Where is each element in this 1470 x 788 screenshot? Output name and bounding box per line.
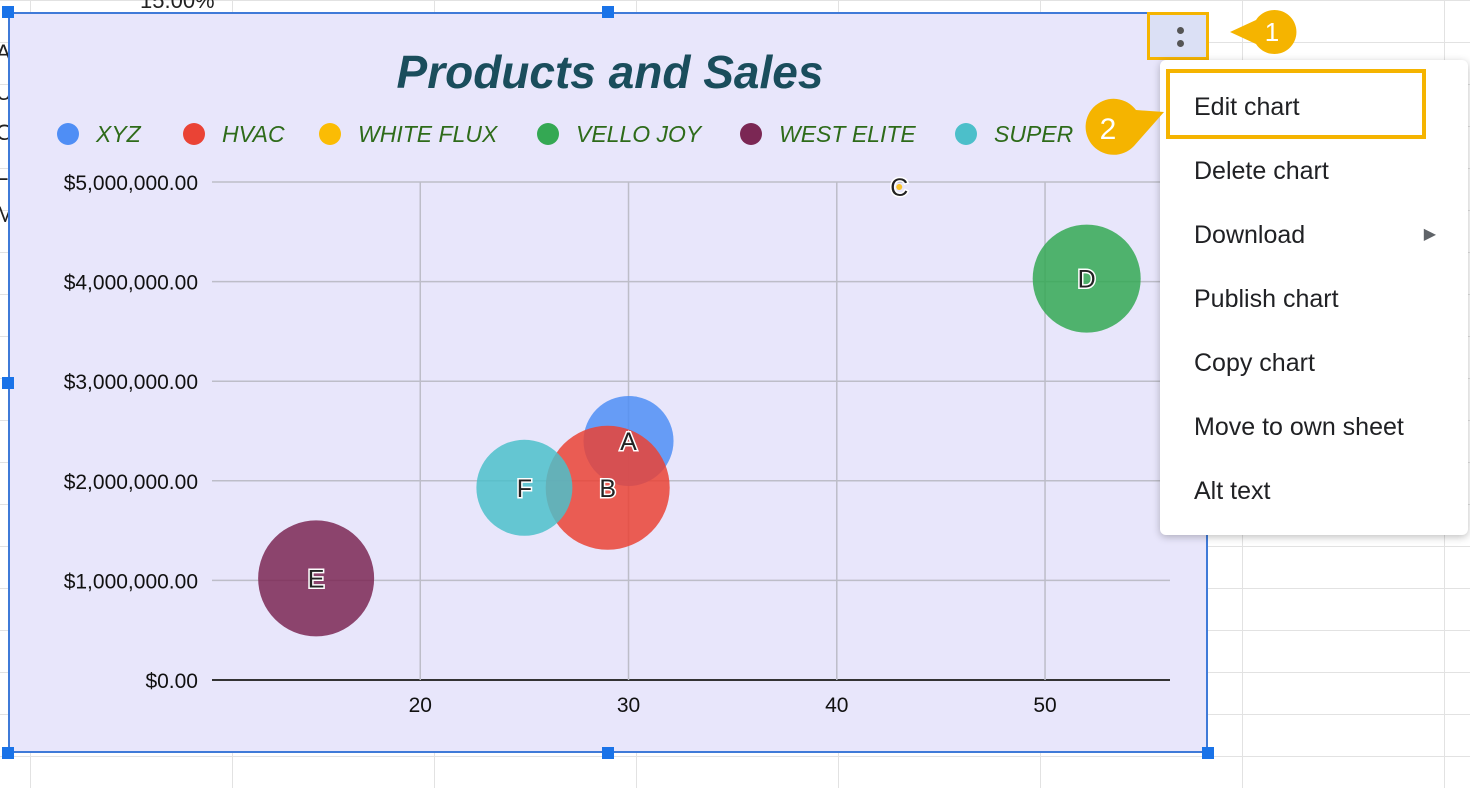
- bubble-chart: Products and Sales XYZ HVAC WHITE FLUX VELLO…: [57, 46, 1170, 717]
- menu-item-move-to-own-sheet[interactable]: Move to own sheet: [1194, 413, 1404, 441]
- callout-1: 1: [1230, 10, 1297, 54]
- bubble-d[interactable]: [1032, 224, 1141, 333]
- resize-handle-bottom-right[interactable]: [1202, 747, 1214, 759]
- y-tick-label: $1,000,000.00: [64, 570, 198, 593]
- legend-item: VELLO JOY: [537, 121, 703, 147]
- chart-menu-button[interactable]: [1147, 12, 1209, 60]
- legend-marker: [57, 123, 79, 145]
- bubble-e[interactable]: [258, 520, 375, 637]
- resize-handle-top-left[interactable]: [2, 6, 14, 18]
- legend-item: SUPER: [955, 121, 1073, 147]
- legend-label: XYZ: [95, 121, 142, 147]
- resize-handle-bottom-center[interactable]: [602, 747, 614, 759]
- chart-context-menu: Edit chart Delete chart Download ▶ Publis…: [1160, 60, 1468, 535]
- resize-handle-bottom-left[interactable]: [2, 747, 14, 759]
- callout-2: 2: [1085, 98, 1164, 155]
- callout-1-number: 1: [1265, 17, 1279, 47]
- legend-marker: [955, 123, 977, 145]
- legend-label: WHITE FLUX: [358, 121, 499, 147]
- callout-2-number: 2: [1100, 113, 1117, 146]
- menu-item-download[interactable]: Download ▶: [1160, 203, 1468, 267]
- legend-marker: [319, 123, 341, 145]
- bubble-c[interactable]: [896, 183, 903, 190]
- legend-item: XYZ: [57, 121, 142, 147]
- cell-partial-letter-1: A: [0, 40, 11, 65]
- y-tick-label: $2,000,000.00: [64, 471, 198, 494]
- resize-handle-middle-left[interactable]: [2, 377, 14, 389]
- bubble-label: A: [620, 428, 637, 456]
- menu-item-edit-chart[interactable]: Edit chart: [1194, 93, 1300, 121]
- legend-label: SUPER: [994, 121, 1073, 147]
- chart-container[interactable]: Products and Sales XYZ HVAC WHITE FLUX VELLO…: [8, 12, 1208, 753]
- legend-label: HVAC: [222, 121, 285, 147]
- legend-item: WEST ELITE: [740, 121, 916, 147]
- legend-marker: [183, 123, 205, 145]
- y-tick-label: $4,000,000.00: [64, 272, 198, 295]
- legend-item: WHITE FLUX: [319, 121, 499, 147]
- legend-marker: [740, 123, 762, 145]
- y-tick-label: $3,000,000.00: [64, 371, 198, 394]
- legend-item: HVAC: [183, 121, 285, 147]
- bubble-f[interactable]: [476, 439, 573, 536]
- cell-partial-letter-2: U: [0, 80, 12, 105]
- chart-title: Products and Sales: [397, 46, 824, 98]
- bubble-label: B: [599, 475, 616, 503]
- bubble-label: E: [308, 565, 325, 593]
- bubble-label: F: [517, 475, 532, 503]
- resize-handle-top-center[interactable]: [602, 6, 614, 18]
- cell-partial-letter-4: L: [0, 160, 9, 185]
- x-tick-label: 50: [1033, 694, 1056, 717]
- edit-chart-highlight: [1166, 69, 1426, 139]
- bubble-label: D: [1078, 266, 1096, 294]
- cell-partial-percent: 15.00%: [140, 0, 215, 13]
- menu-item-publish-chart[interactable]: Publish chart: [1194, 285, 1339, 313]
- legend-marker: [537, 123, 559, 145]
- legend-label: WEST ELITE: [779, 121, 916, 147]
- menu-item-alt-text[interactable]: Alt text: [1194, 477, 1271, 505]
- x-tick-label: 40: [825, 694, 848, 717]
- x-tick-label: 20: [409, 694, 432, 717]
- y-tick-label: $5,000,000.00: [64, 172, 198, 195]
- bubble-b[interactable]: [545, 425, 670, 550]
- legend-label: VELLO JOY: [576, 121, 703, 147]
- bubble-label: C: [890, 174, 908, 202]
- x-tick-label: 30: [617, 694, 640, 717]
- y-tick-label: $0.00: [145, 670, 198, 693]
- menu-item-copy-chart[interactable]: Copy chart: [1194, 349, 1315, 377]
- menu-item-delete-chart[interactable]: Delete chart: [1194, 157, 1329, 185]
- submenu-arrow-icon: ▶: [1423, 226, 1436, 243]
